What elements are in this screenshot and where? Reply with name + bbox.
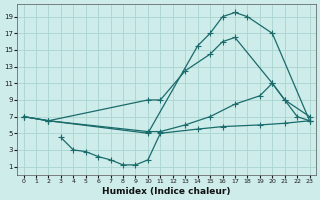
X-axis label: Humidex (Indice chaleur): Humidex (Indice chaleur)	[102, 187, 231, 196]
